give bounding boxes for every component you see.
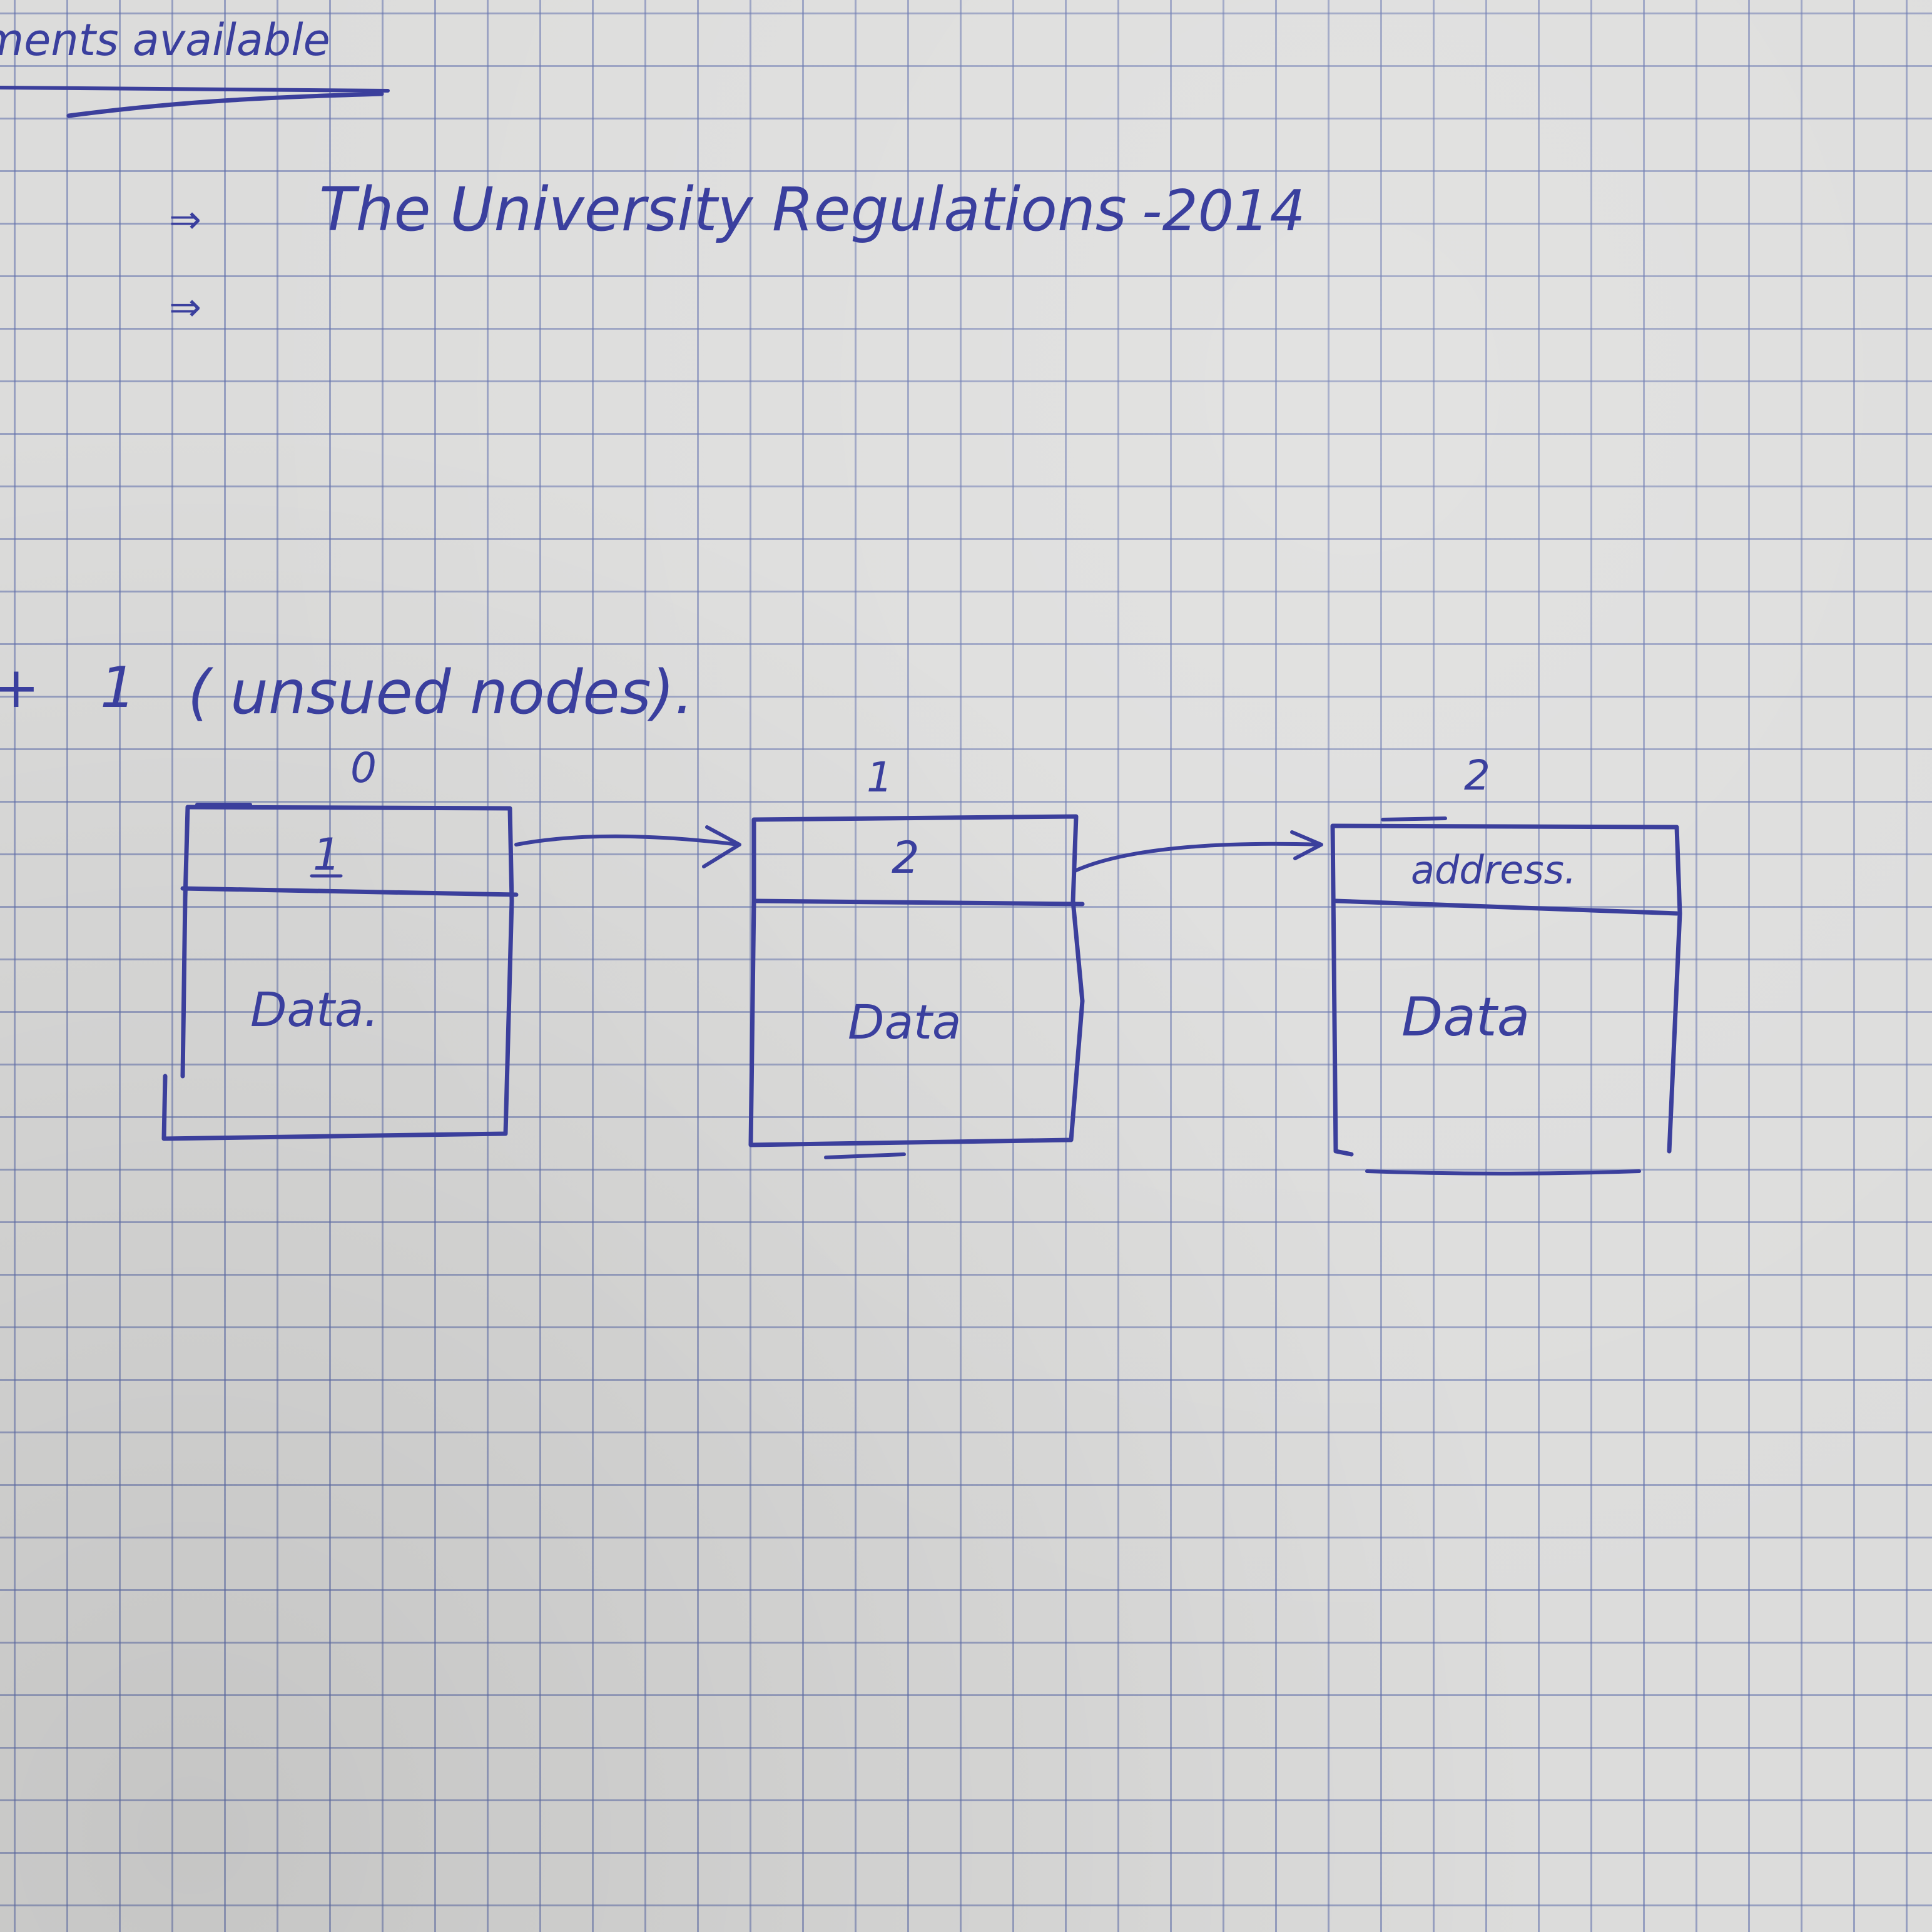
bullet-arrow-1: ⇒ xyxy=(169,196,201,242)
node-2-data: Data xyxy=(1401,986,1530,1049)
unused-nodes-note: ( unsued nodes). xyxy=(188,658,694,728)
pointer-arrowhead-0-to-1 xyxy=(702,825,741,868)
node-2-box xyxy=(1330,816,1682,1176)
pointer-arrow-1-to-2 xyxy=(1073,841,1322,873)
node-0-pointer: 1 xyxy=(313,829,341,880)
node-1-index: 1 xyxy=(867,753,893,801)
pointer-arrowhead-1-to-2 xyxy=(1290,830,1323,860)
bullet-arrow-2: ⇒ xyxy=(169,284,201,330)
node-2-index: 2 xyxy=(1464,751,1490,800)
node-0-box xyxy=(161,803,519,1141)
pointer-arrow-0-to-1 xyxy=(514,834,740,847)
node-0-data: Data. xyxy=(250,982,379,1037)
count-number: 1 xyxy=(100,655,136,721)
node-1-data: Data xyxy=(848,994,961,1050)
node-0-index: 0 xyxy=(350,744,377,792)
node-0-divider xyxy=(180,886,519,897)
heading-underline xyxy=(0,86,390,93)
node-2-pointer: address. xyxy=(1411,847,1577,893)
bullet-1-year: -2014 xyxy=(1142,178,1306,244)
node-1-box xyxy=(748,814,1085,1159)
plus-sign: + xyxy=(0,655,39,721)
heading-underline-flourish xyxy=(66,91,384,118)
node-1-divider xyxy=(751,898,1085,907)
node-1-pointer: 2 xyxy=(892,832,920,883)
heading-fragment: ments available xyxy=(0,14,330,66)
node-2-divider xyxy=(1333,898,1679,916)
bullet-1-text: The University Regulations xyxy=(319,175,1127,245)
